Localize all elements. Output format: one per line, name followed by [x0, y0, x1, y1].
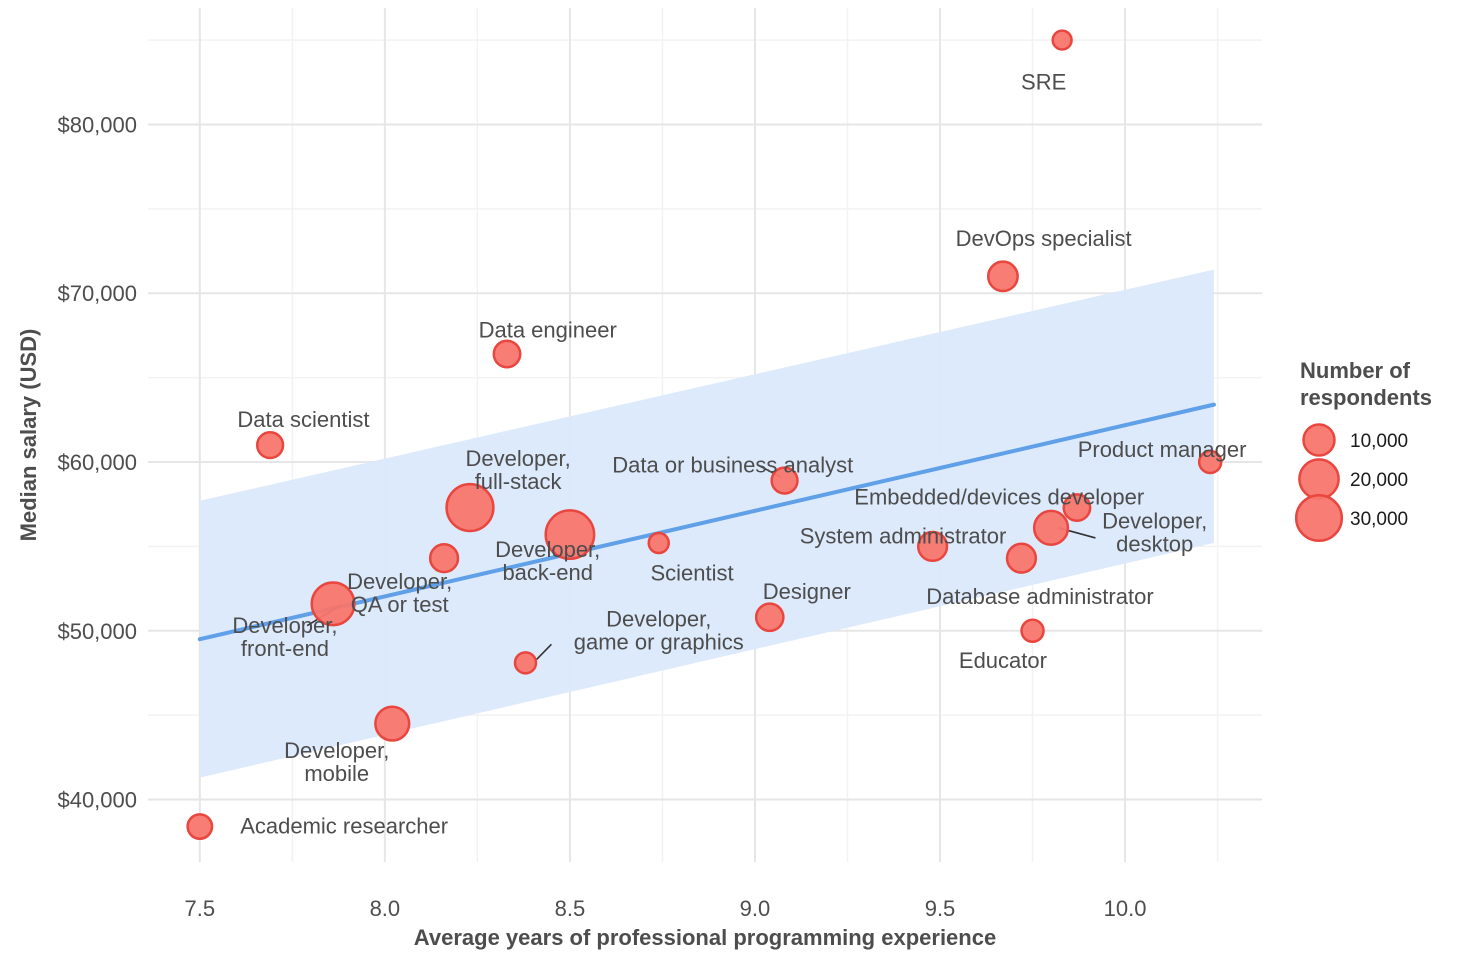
point-label-line: Embedded/devices developer — [854, 484, 1144, 509]
legend-title-line: respondents — [1300, 385, 1432, 410]
point-label: Developer, game or graphics — [574, 606, 744, 654]
data-point — [1032, 509, 1070, 546]
data-point — [647, 531, 670, 555]
legend-label: 30,000 — [1350, 509, 1408, 530]
point-label-line: Developer, — [347, 569, 452, 594]
point-label-line: Data or business analyst — [612, 452, 853, 477]
point-label: Developer, desktop — [1102, 508, 1207, 556]
point-label: Developer, full-stack — [466, 446, 571, 494]
point-label-line: Data scientist — [237, 407, 369, 432]
y-tick-label: $80,000 — [57, 112, 137, 137]
data-point — [916, 530, 949, 563]
legend-title: Number of respondents — [1300, 358, 1432, 410]
legend-key-circle — [1302, 423, 1336, 457]
y-tick-label: $60,000 — [57, 450, 137, 475]
leader-line — [536, 643, 552, 661]
point-label: Data engineer — [479, 317, 617, 342]
point-label-line: Academic researcher — [240, 814, 448, 839]
point-labels: SRE DevOps specialist Data engineer Data sc… — [232, 69, 1246, 838]
data-point — [186, 813, 214, 841]
point-label: Developer, QA or test — [347, 569, 452, 617]
x-tick-label: 8.0 — [370, 896, 401, 921]
data-point — [1197, 449, 1223, 475]
point-label-line: full-stack — [475, 469, 563, 494]
data-points — [186, 29, 1223, 841]
x-axis-tick-labels: 7.5 8.0 8.5 9.0 9.5 10.0 — [185, 896, 1147, 921]
data-point — [1020, 618, 1045, 644]
point-label: Educator — [959, 648, 1047, 673]
data-point — [428, 543, 460, 574]
legend-title-line: Number of — [1300, 358, 1411, 383]
point-label-line: Educator — [959, 648, 1047, 673]
point-label-line: front-end — [241, 636, 329, 661]
point-label-line: back-end — [502, 560, 593, 585]
point-label: Data or business analyst — [612, 452, 853, 477]
point-label: Developer, mobile — [284, 738, 389, 786]
x-tick-label: 10.0 — [1104, 896, 1147, 921]
point-label-line: Scientist — [650, 560, 733, 585]
point-label-line: mobile — [304, 761, 369, 786]
point-label: Embedded/devices developer — [854, 484, 1144, 509]
data-point — [445, 482, 495, 533]
point-label-line: QA or test — [351, 592, 449, 617]
point-label-line: Developer, — [466, 446, 571, 471]
trend-line — [197, 402, 1216, 642]
point-label-line: Designer — [763, 579, 851, 604]
point-label-line: System administrator — [800, 523, 1007, 548]
point-label: Developer, front-end — [232, 613, 337, 661]
point-label-line: Data engineer — [479, 317, 617, 342]
legend-key-circle — [1298, 458, 1340, 500]
y-tick-label: $40,000 — [57, 788, 137, 813]
y-tick-label: $70,000 — [57, 281, 137, 306]
data-point — [492, 339, 522, 369]
data-point — [513, 651, 538, 675]
size-legend: Number of respondents 10,000 20,000 30,000 — [1294, 358, 1432, 543]
point-label: Designer — [763, 579, 851, 604]
point-label: SRE — [1021, 69, 1066, 94]
point-label: DevOps specialist — [956, 226, 1132, 251]
point-label: System administrator — [800, 523, 1007, 548]
data-point — [1062, 493, 1092, 523]
x-tick-label: 7.5 — [185, 896, 216, 921]
data-point — [986, 260, 1019, 293]
point-label: Academic researcher — [240, 814, 448, 839]
point-label-line: Developer, — [495, 537, 600, 562]
y-axis-tick-labels: $40,000 $50,000 $60,000 $70,000 $80,000 — [57, 112, 137, 812]
data-point — [255, 430, 285, 460]
legend-key-circle — [1294, 493, 1344, 543]
point-label-line: DevOps specialist — [956, 226, 1132, 251]
data-point — [770, 466, 799, 495]
x-axis-title: Average years of professional programmin… — [414, 925, 996, 950]
point-label-line: Developer, — [1102, 508, 1207, 533]
data-point — [374, 705, 411, 742]
point-label: Database administrator — [926, 584, 1153, 609]
x-tick-label: 9.5 — [925, 896, 956, 921]
point-label-line: Developer, — [284, 738, 389, 763]
point-label: Data scientist — [237, 407, 369, 432]
point-label-line: Product manager — [1078, 437, 1247, 462]
point-label: Product manager — [1078, 437, 1247, 462]
point-label: Developer, back-end — [495, 537, 600, 585]
point-label-line: game or graphics — [574, 629, 744, 654]
point-label-line: Developer, — [606, 606, 711, 631]
data-point — [544, 509, 596, 561]
point-label-line: Developer, — [232, 613, 337, 638]
y-axis-title: Median salary (USD) — [16, 329, 41, 542]
x-tick-label: 8.5 — [555, 896, 586, 921]
data-point — [310, 581, 356, 627]
data-point — [1005, 542, 1038, 574]
point-label-line: desktop — [1116, 531, 1193, 556]
x-tick-label: 9.0 — [740, 896, 771, 921]
regression-line — [197, 402, 1216, 642]
legend-label: 20,000 — [1350, 470, 1408, 491]
data-point — [1051, 29, 1073, 51]
data-point — [754, 602, 785, 633]
point-label: Scientist — [650, 560, 733, 585]
point-label-line: Database administrator — [926, 584, 1153, 609]
legend-label: 10,000 — [1350, 431, 1408, 452]
y-tick-label: $50,000 — [57, 619, 137, 644]
point-label-line: SRE — [1021, 69, 1066, 94]
